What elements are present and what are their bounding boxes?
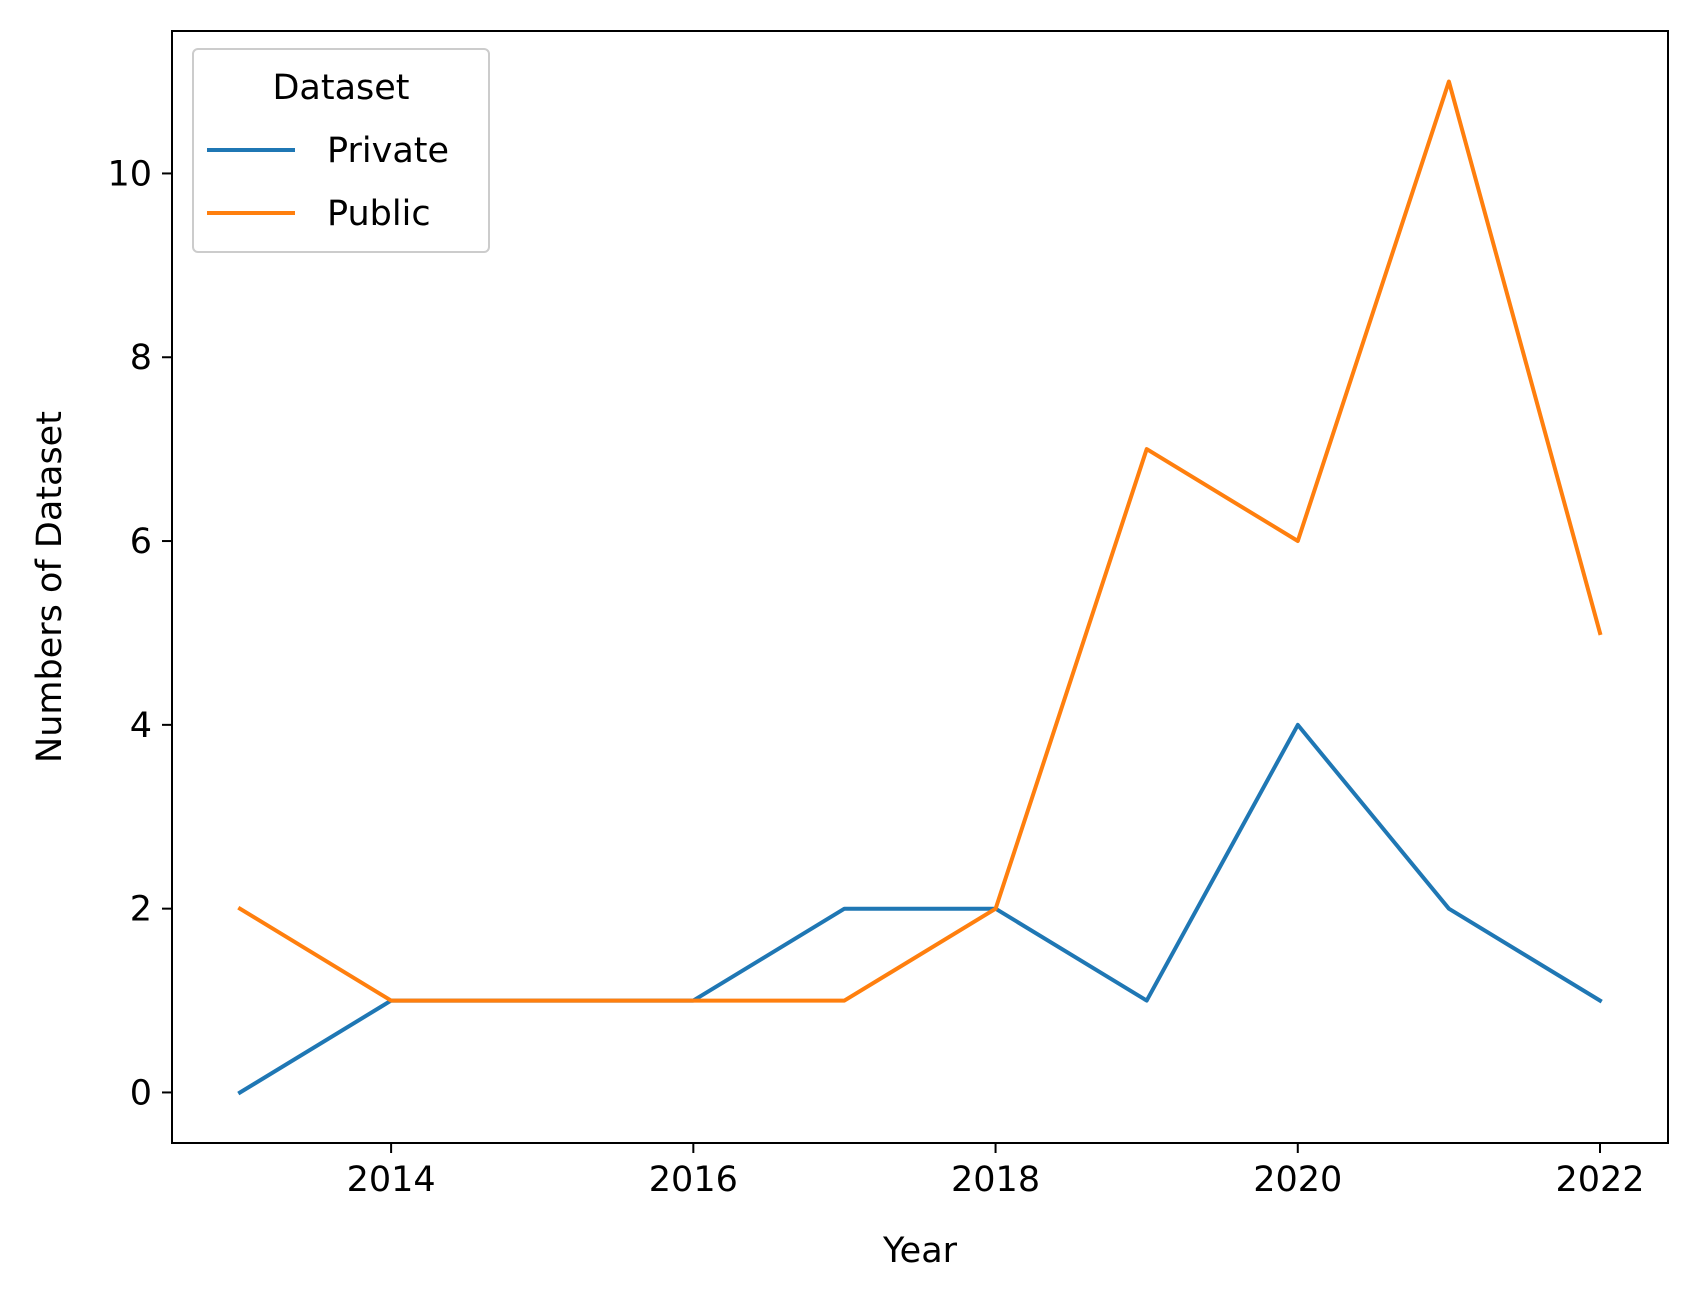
y-tick-label: 8	[130, 338, 152, 378]
legend-items: Private Public	[207, 131, 449, 234]
legend-title: Dataset	[272, 68, 409, 108]
y-tick-label: 4	[130, 706, 152, 746]
series-line-public	[237, 79, 1603, 1003]
y-tick-label: 2	[130, 890, 152, 930]
x-tick-label: 2022	[1555, 1160, 1644, 1200]
x-tick-label: 2016	[649, 1160, 738, 1200]
legend-label-private: Private	[327, 131, 449, 171]
x-tick-label: 2014	[347, 1160, 436, 1200]
plot-frame	[171, 30, 1669, 1144]
x-axis-label: Year	[882, 1231, 958, 1271]
x-tick-label: 2018	[951, 1160, 1040, 1200]
x-axis-ticks: 2014 2016 2018 2020 2022	[347, 1143, 1645, 1200]
y-axis-ticks: 0 2 4 6 8 10	[107, 154, 172, 1113]
y-tick-label: 6	[130, 522, 152, 562]
y-tick-label: 0	[130, 1073, 152, 1113]
y-axis-label: Numbers of Dataset	[30, 411, 70, 763]
series-layer	[237, 79, 1603, 1096]
legend-box	[192, 48, 490, 253]
y-tick-label: 10	[107, 154, 152, 194]
legend: Dataset Private Public	[192, 48, 490, 253]
x-tick-label: 2020	[1253, 1160, 1342, 1200]
legend-label-public: Public	[327, 194, 431, 234]
